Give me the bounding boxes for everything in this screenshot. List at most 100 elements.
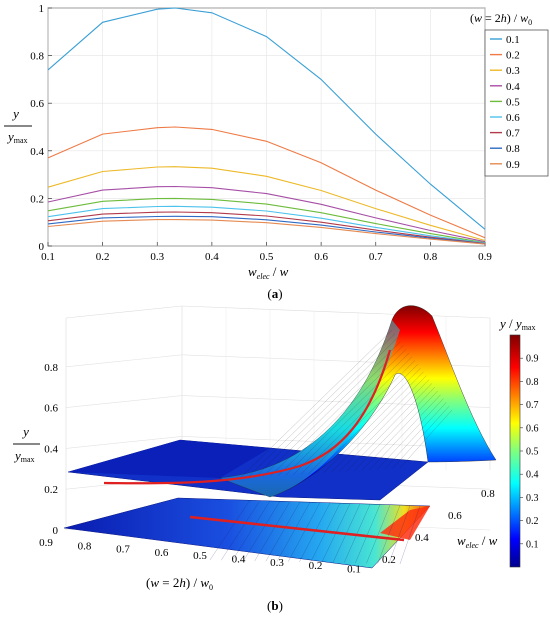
svg-text:(w = 2h) / w0: (w = 2h) / w0 — [146, 575, 213, 592]
z-axis-label: y ymax — [13, 424, 40, 464]
floor-hot-region — [380, 506, 430, 540]
upper-surface-dark — [68, 440, 270, 478]
x-tick-label: 0.8 — [424, 251, 438, 263]
legend-label: 0.4 — [506, 81, 520, 93]
line-chart-panel: 0.1 0.2 0.3 0.4 0.5 0.6 0.7 0.8 0.9 0 0.2 0.4 0.6 0.… — [4, 3, 549, 301]
series-line-0.3 — [47, 166, 486, 242]
x-tick-labels-3d: 0.9 0.8 0.7 0.6 0.5 0.4 0.3 0.2 0.1 — [39, 537, 361, 575]
z-tick-labels: 0 0.2 0.4 0.6 0.8 — [44, 362, 58, 537]
x-tick-label-3d: 0.2 — [309, 560, 323, 572]
legend-item: 0.8 — [490, 143, 520, 155]
panel-a-label: (a) — [267, 286, 282, 301]
x-tick-label-3d: 0.5 — [193, 550, 207, 562]
legend-item: 0.1 — [490, 34, 520, 46]
z-tick-label: 0.8 — [44, 362, 58, 374]
mesh-line — [369, 394, 441, 470]
legend-label: 0.8 — [506, 143, 520, 155]
grid-line-z — [65, 354, 183, 368]
floor-contour-line — [276, 502, 311, 562]
y-tick-label: 0 — [39, 241, 45, 253]
floor-contour-line — [265, 501, 301, 562]
x-tick-label-3d: 0.7 — [116, 544, 130, 556]
z-tick-label: 0.4 — [44, 443, 58, 455]
legend-label: 0.1 — [506, 34, 520, 46]
y-tick-label-3d: 0.2 — [382, 554, 396, 566]
x-tick-label: 0.5 — [260, 251, 274, 263]
legend-item: 0.3 — [490, 65, 520, 77]
legend-title: (w = 2h) / w0 — [470, 11, 532, 27]
mesh-line — [316, 368, 421, 474]
x-tick-label-3d: 0.9 — [39, 537, 53, 549]
legend-item: 0.2 — [490, 50, 520, 62]
y-tick-label-3d: 0.6 — [448, 510, 462, 522]
x-tick-labels: 0.1 0.2 0.3 0.4 0.5 0.6 0.7 0.8 0.9 — [41, 251, 492, 263]
floor-contour-line — [377, 505, 401, 564]
mesh-line — [308, 364, 418, 474]
legend-item: 0.9 — [490, 159, 520, 171]
colorbar: y / ymax 0.1 0.2 0.3 0.4 0.5 0.6 0.7 0.8 0.9 — [498, 316, 539, 568]
floor-contour-line — [232, 500, 271, 561]
floor-contour-line — [355, 504, 381, 564]
mesh-line — [399, 409, 453, 469]
floor-contour-line — [288, 502, 321, 562]
colorbar-tick-label: 0.9 — [526, 354, 539, 365]
svg-text:ymax: ymax — [6, 129, 28, 145]
x-tick-label: 0.6 — [314, 251, 328, 263]
colorbar-gradient — [509, 334, 521, 568]
legend-item: 0.5 — [490, 96, 520, 108]
x-tick-label-3d: 0.4 — [232, 554, 246, 566]
z-tick-label: 0.2 — [44, 484, 58, 496]
legend-item: 0.7 — [490, 128, 520, 140]
floor-contour-line — [366, 504, 391, 564]
x-tick-label: 0.2 — [96, 251, 110, 263]
y-axis-label-3d: welec / w — [457, 533, 498, 550]
highlight-line-floor — [189, 515, 405, 542]
svg-text:welec / w: welec / w — [248, 264, 289, 281]
x-tick-label: 0.9 — [478, 251, 492, 263]
x-axis-label-3d: (w = 2h) / w0 — [146, 575, 213, 592]
y-axis-label: y ymax — [4, 106, 32, 145]
floor-contour-line — [343, 504, 371, 563]
y-tick-label-3d: 0.4 — [415, 532, 429, 544]
surface-chart-panel: 00.20.40.60.8 y ymax 0.9 0.8 0.7 0.6 0.5 0.4 0… — [13, 305, 539, 613]
floor-contour-line — [388, 505, 411, 564]
grid — [47, 7, 486, 247]
mesh-line — [354, 387, 435, 471]
colorbar-title: y / ymax — [498, 316, 535, 332]
colorbar-tick-label: 0.3 — [526, 493, 539, 504]
mesh-line — [285, 352, 410, 476]
mesh-line — [392, 406, 450, 469]
floor-contour-line — [209, 499, 251, 561]
colorbar-tick-label: 0.8 — [526, 377, 539, 388]
x-tick-label-3d: 0.1 — [347, 563, 361, 575]
x-tick-label-3d: 0.8 — [78, 540, 92, 552]
mesh-line — [239, 329, 393, 479]
legend-label: 0.5 — [506, 96, 520, 108]
mesh-line — [247, 333, 395, 478]
highlight-line-upper — [103, 349, 392, 485]
floor-contour-line — [299, 502, 331, 562]
mesh-line — [361, 390, 438, 471]
series-line-0.9 — [47, 219, 486, 245]
y-tick-label: 1 — [39, 3, 45, 15]
x-tick-label: 0.4 — [205, 251, 219, 263]
colorbar-tick-label: 0.2 — [526, 516, 539, 527]
floor-contour-line — [399, 505, 421, 565]
colorbar-tick-label: 0.6 — [526, 423, 539, 434]
x-tick-label-3d: 0.3 — [270, 557, 284, 569]
x-axis-label: welec / w — [248, 264, 289, 281]
mesh-line — [278, 348, 407, 476]
colorbar-tick-label: 0.5 — [526, 447, 539, 458]
series-line-0.5 — [47, 197, 486, 244]
y-tick-label: 0.2 — [30, 193, 44, 205]
z-tick-label: 0.6 — [44, 403, 58, 415]
legend-label: 0.7 — [506, 128, 520, 140]
legend-label: 0.6 — [506, 112, 520, 124]
colorbar-tick-label: 0.4 — [526, 470, 539, 481]
y-tick-label: 0.6 — [30, 98, 44, 110]
x-tick-label: 0.7 — [369, 251, 383, 263]
mesh-line — [262, 341, 401, 477]
colorbar-tick-label: 0.7 — [526, 400, 539, 411]
legend-item: 0.4 — [490, 81, 520, 93]
mesh-line — [338, 379, 430, 472]
